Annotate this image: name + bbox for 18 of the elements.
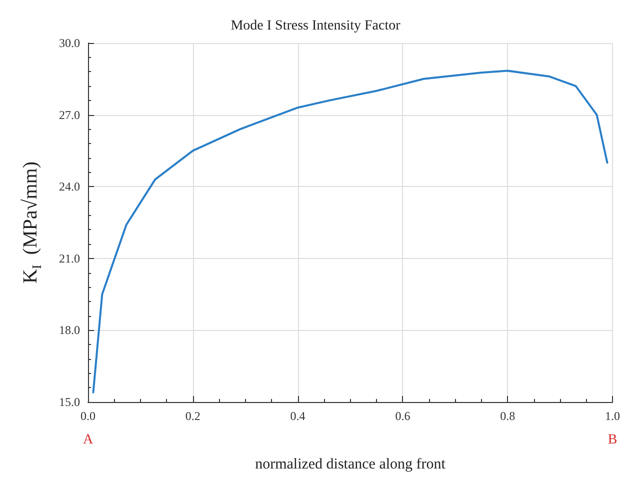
text: B	[608, 432, 618, 448]
x-tick-label: 0.6	[395, 409, 410, 423]
text: A	[82, 432, 94, 448]
x-axis-title: normalized distance along front	[255, 456, 446, 472]
x-tick-label: 1.0	[605, 409, 620, 423]
y-tick-label: 18.0	[59, 323, 80, 338]
chart-title: Mode I Stress Intensity Factor	[230, 18, 401, 34]
x-tick-label: 0.4	[290, 409, 306, 423]
x-tick-label: 0.0	[80, 409, 96, 423]
y-tick-label: 24.0	[59, 180, 80, 194]
line-series	[92, 70, 608, 394]
y-axis-title: KI (MPa√mm)	[20, 162, 44, 284]
x-tick-label: 0.8	[500, 409, 516, 423]
y-tick-label: 30.0	[59, 36, 80, 50]
y-tick-label: 15.0	[59, 395, 80, 409]
x-tick-label: 0.2	[185, 409, 200, 423]
y-tick-label: 27.0	[59, 108, 80, 122]
y-tick-label: 21.0	[59, 251, 80, 266]
